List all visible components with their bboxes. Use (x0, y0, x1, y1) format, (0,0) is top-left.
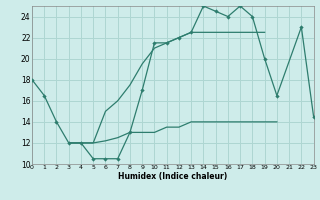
X-axis label: Humidex (Indice chaleur): Humidex (Indice chaleur) (118, 172, 228, 181)
